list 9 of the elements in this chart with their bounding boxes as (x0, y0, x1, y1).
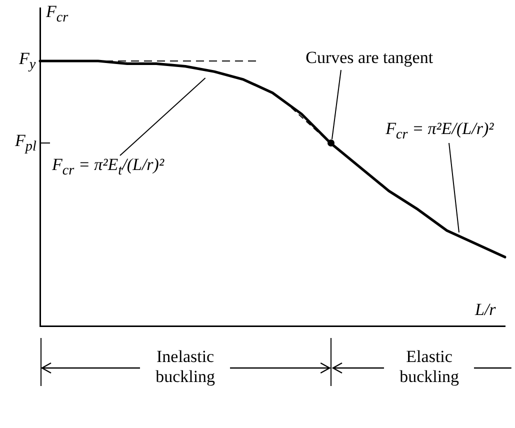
annotation: Curves are tangent (306, 48, 434, 68)
ref-line-label: F$_{pl}$ (15, 131, 36, 156)
annotation: F$_{cr}$ = π²E/(L/r)² (386, 119, 494, 144)
y-axis-title: F$_{cr}$ (46, 2, 68, 26)
x-axis-title: L/r (475, 300, 496, 320)
ref-line-label: F$_{y}$ (19, 49, 36, 74)
text: Elastic buckling (384, 347, 474, 387)
annotation: F$_{cr}$ = π²E$_{t}$/(L/r)² (52, 155, 164, 180)
text: Inelastic buckling (140, 347, 230, 387)
